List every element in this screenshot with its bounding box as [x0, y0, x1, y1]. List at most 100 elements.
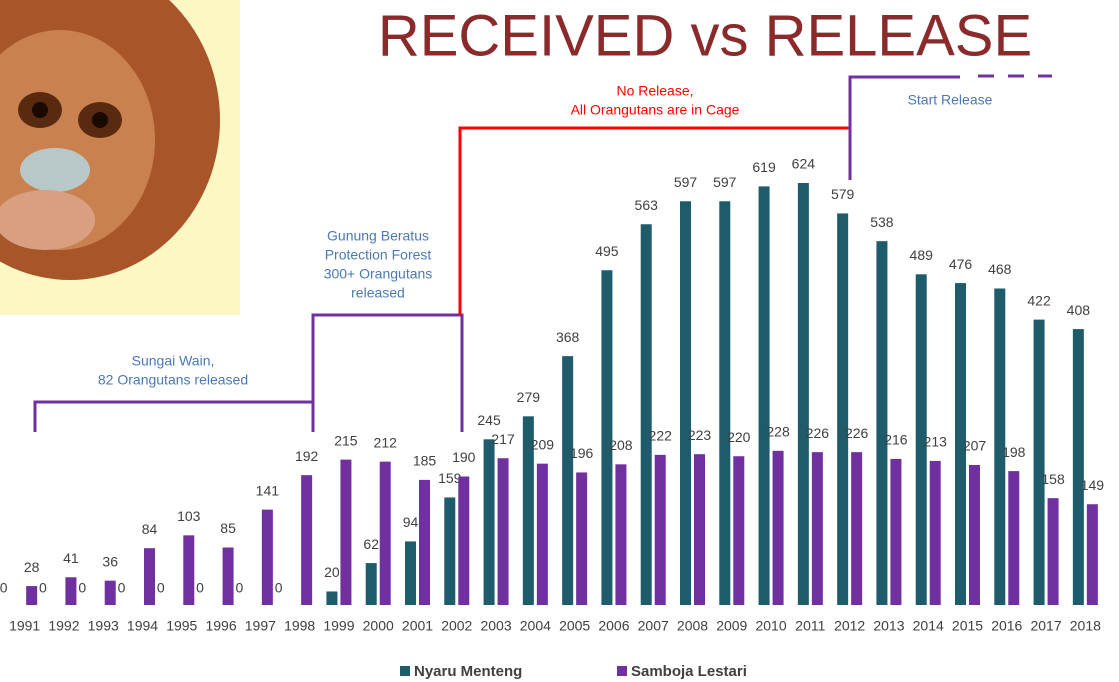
data-label: 220 — [727, 429, 751, 445]
bar — [498, 458, 509, 605]
x-tick-label: 2011 — [795, 618, 825, 634]
x-tick-label: 1994 — [127, 618, 158, 634]
data-label: 563 — [635, 197, 659, 213]
bar — [759, 186, 770, 605]
legend-swatch — [400, 666, 410, 676]
bar — [733, 456, 744, 605]
x-tick-label: 2015 — [952, 618, 983, 634]
data-label: 0 — [275, 580, 283, 596]
data-label: 0 — [235, 580, 243, 596]
data-label: 62 — [363, 536, 379, 552]
x-tick-label: 2017 — [1030, 618, 1061, 634]
bar — [26, 586, 37, 605]
data-label: 0 — [196, 580, 204, 596]
x-tick-label: 2007 — [638, 618, 669, 634]
data-label: 209 — [531, 436, 555, 452]
data-label: 41 — [63, 550, 79, 566]
bar — [969, 465, 980, 605]
bar — [537, 464, 548, 605]
bar — [694, 454, 705, 605]
bar — [262, 510, 273, 605]
bar — [655, 455, 666, 605]
data-label: 476 — [949, 256, 973, 272]
bar — [419, 480, 430, 605]
annotation: No Release, — [616, 83, 693, 99]
data-label: 159 — [438, 470, 462, 486]
data-label: 85 — [220, 520, 236, 536]
x-tick-label: 2006 — [598, 618, 629, 634]
annotation: Sungai Wain, — [132, 353, 215, 369]
bar — [851, 452, 862, 605]
x-tick-label: 2005 — [559, 618, 590, 634]
x-tick-label: 2001 — [402, 618, 433, 634]
data-label: 212 — [374, 434, 398, 450]
x-tick-label: 2008 — [677, 618, 708, 634]
annotation: 300+ Orangutans — [324, 266, 433, 282]
data-label: 579 — [831, 186, 855, 202]
x-tick-label: 1999 — [323, 618, 354, 634]
bar — [444, 497, 455, 605]
data-label: 0 — [118, 580, 126, 596]
annotation: released — [351, 285, 405, 301]
data-label: 222 — [649, 428, 673, 444]
annotation: Gunung Beratus — [327, 228, 429, 244]
data-label: 226 — [845, 425, 869, 441]
data-label: 28 — [24, 559, 40, 575]
x-tick-label: 1992 — [48, 618, 79, 634]
legend-label: Samboja Lestari — [631, 663, 747, 680]
data-label: 207 — [963, 438, 987, 454]
bar — [876, 241, 887, 605]
bar — [1048, 498, 1059, 605]
data-label: 217 — [491, 431, 515, 447]
data-label: 0 — [39, 580, 47, 596]
x-tick-label: 2013 — [873, 618, 904, 634]
data-label: 36 — [102, 553, 118, 569]
chart: RECEIVED vs RELEASE 19910281992041199303… — [0, 0, 1119, 682]
data-label: 185 — [413, 453, 437, 469]
x-tick-label: 2018 — [1070, 618, 1101, 634]
x-tick-label: 1998 — [284, 618, 315, 634]
data-label: 198 — [1002, 444, 1026, 460]
bar — [1034, 320, 1045, 605]
data-label: 228 — [766, 424, 790, 440]
data-label: 208 — [609, 437, 633, 453]
data-label: 84 — [142, 521, 158, 537]
x-tick-label: 2016 — [991, 618, 1022, 634]
bar — [837, 213, 848, 605]
data-label: 213 — [924, 434, 948, 450]
bar — [773, 451, 784, 605]
x-tick-label: 2000 — [363, 618, 394, 634]
annotation: Start Release — [908, 92, 993, 108]
x-tick-label: 1991 — [9, 618, 40, 634]
bar — [680, 201, 691, 605]
bar — [615, 464, 626, 605]
bar — [576, 472, 587, 605]
x-tick-label: 1996 — [205, 618, 236, 634]
data-label: 20 — [324, 564, 340, 580]
bar — [1073, 329, 1084, 605]
data-label: 422 — [1027, 292, 1051, 308]
bar — [1087, 504, 1098, 605]
data-label: 538 — [870, 214, 894, 230]
data-label: 215 — [334, 432, 358, 448]
data-label: 495 — [595, 243, 619, 259]
bar — [484, 439, 495, 605]
legend-label: Nyaru Menteng — [414, 663, 522, 680]
data-label: 158 — [1041, 471, 1065, 487]
x-tick-label: 2004 — [520, 618, 551, 634]
bar — [812, 452, 823, 605]
data-label: 279 — [517, 389, 541, 405]
bar — [301, 475, 312, 605]
data-label: 368 — [556, 329, 580, 345]
data-label: 597 — [713, 174, 737, 190]
bar — [340, 460, 351, 605]
x-tick-label: 2014 — [913, 618, 944, 634]
data-label: 192 — [295, 448, 319, 464]
data-label: 408 — [1067, 302, 1091, 318]
data-label: 619 — [752, 159, 776, 175]
data-label: 0 — [0, 580, 8, 596]
annotation: 82 Orangutans released — [98, 372, 248, 388]
bar — [105, 581, 116, 605]
x-tick-label: 1993 — [88, 618, 119, 634]
bar — [144, 548, 155, 605]
